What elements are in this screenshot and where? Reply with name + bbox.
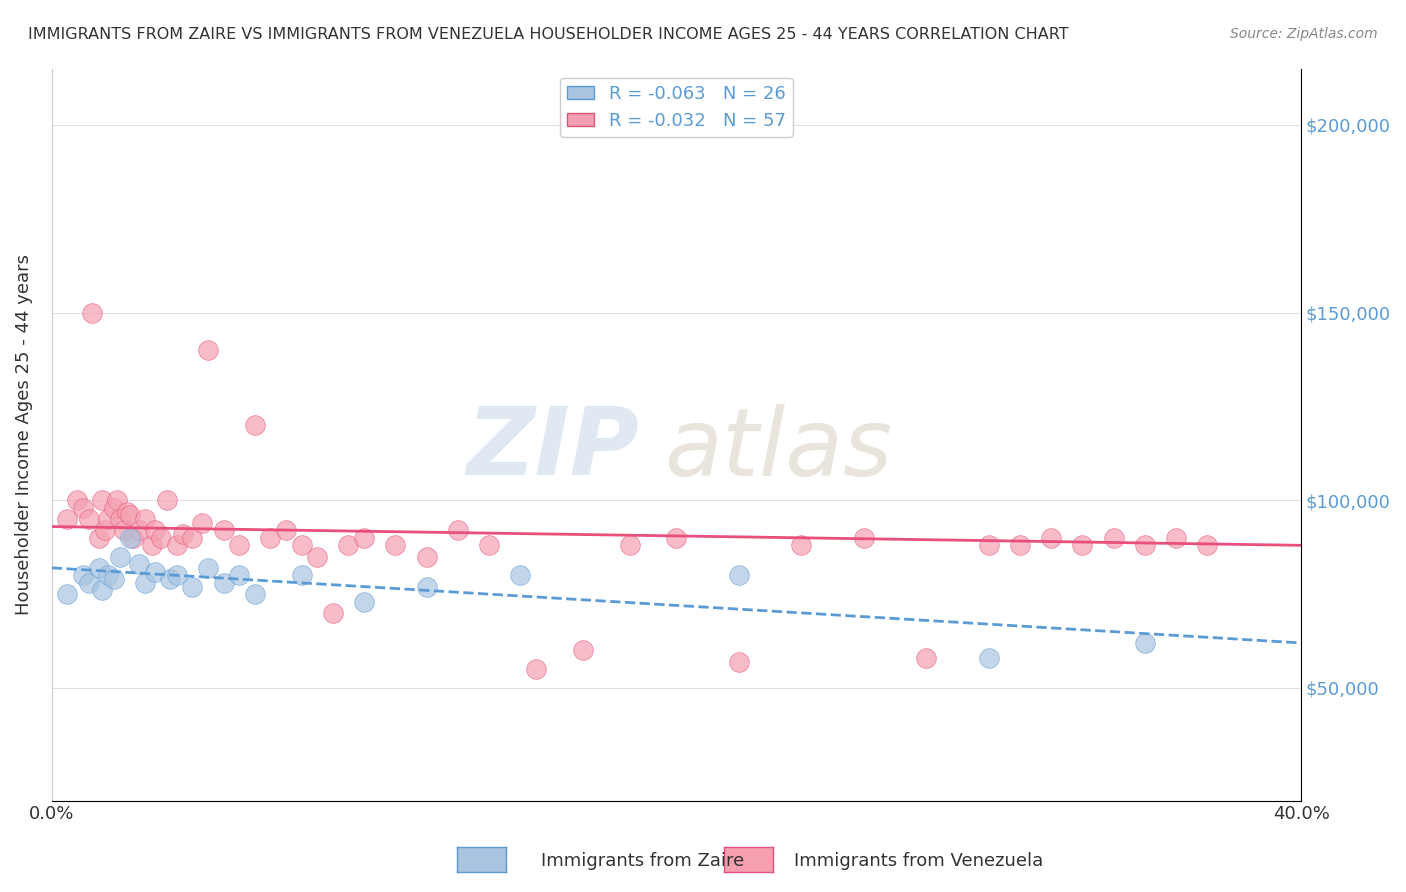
Text: Immigrants from Venezuela: Immigrants from Venezuela <box>794 852 1043 870</box>
Point <box>143 524 166 538</box>
Point <box>115 504 138 518</box>
Point <box>87 531 110 545</box>
Point <box>478 538 501 552</box>
Point <box>166 538 188 552</box>
Point <box>790 538 813 552</box>
Point <box>915 651 938 665</box>
Point <box>415 549 437 564</box>
Point <box>56 587 79 601</box>
Point <box>212 524 235 538</box>
Point <box>118 531 141 545</box>
Point <box>128 524 150 538</box>
Point <box>509 568 531 582</box>
Point <box>384 538 406 552</box>
Point <box>82 305 104 319</box>
Point <box>110 549 132 564</box>
Point <box>181 531 204 545</box>
Point <box>172 527 194 541</box>
Point <box>415 580 437 594</box>
Point <box>112 524 135 538</box>
Point <box>259 531 281 545</box>
Point <box>1197 538 1219 552</box>
Point <box>66 493 89 508</box>
Point <box>97 512 120 526</box>
Point <box>190 516 212 530</box>
Point <box>228 538 250 552</box>
Point <box>159 572 181 586</box>
Legend: R = -0.063   N = 26, R = -0.032   N = 57: R = -0.063 N = 26, R = -0.032 N = 57 <box>560 78 793 137</box>
Point <box>1102 531 1125 545</box>
Point <box>1133 538 1156 552</box>
Point <box>150 531 173 545</box>
Point <box>571 643 593 657</box>
Point <box>977 538 1000 552</box>
Point <box>134 512 156 526</box>
Point <box>103 500 125 515</box>
Point <box>72 568 94 582</box>
Point <box>353 531 375 545</box>
Point <box>134 575 156 590</box>
Point <box>110 512 132 526</box>
Point <box>243 587 266 601</box>
Point <box>166 568 188 582</box>
Text: Source: ZipAtlas.com: Source: ZipAtlas.com <box>1230 27 1378 41</box>
Text: atlas: atlas <box>664 404 893 495</box>
Point <box>291 538 314 552</box>
Point <box>1040 531 1063 545</box>
Point <box>291 568 314 582</box>
Point <box>1008 538 1031 552</box>
Point <box>128 557 150 571</box>
Point <box>1164 531 1187 545</box>
Point <box>274 524 297 538</box>
Point <box>307 549 329 564</box>
Point <box>103 572 125 586</box>
Point <box>77 575 100 590</box>
Text: IMMIGRANTS FROM ZAIRE VS IMMIGRANTS FROM VENEZUELA HOUSEHOLDER INCOME AGES 25 - : IMMIGRANTS FROM ZAIRE VS IMMIGRANTS FROM… <box>28 27 1069 42</box>
Point <box>977 651 1000 665</box>
Point <box>1133 636 1156 650</box>
Point <box>87 561 110 575</box>
Point <box>447 524 470 538</box>
Point <box>727 655 749 669</box>
Point <box>143 565 166 579</box>
Point <box>243 418 266 433</box>
Point <box>122 531 145 545</box>
Point <box>105 493 128 508</box>
Text: Immigrants from Zaire: Immigrants from Zaire <box>541 852 745 870</box>
Point <box>197 343 219 357</box>
Point <box>337 538 360 552</box>
Point <box>77 512 100 526</box>
Point <box>97 568 120 582</box>
Point <box>665 531 688 545</box>
Point <box>619 538 641 552</box>
Y-axis label: Householder Income Ages 25 - 44 years: Householder Income Ages 25 - 44 years <box>15 254 32 615</box>
Point <box>1071 538 1094 552</box>
Point <box>852 531 875 545</box>
Point <box>72 500 94 515</box>
Point <box>141 538 163 552</box>
Point <box>56 512 79 526</box>
Point <box>197 561 219 575</box>
Point <box>353 594 375 608</box>
Point <box>90 493 112 508</box>
Point <box>181 580 204 594</box>
Point <box>228 568 250 582</box>
Point <box>94 524 117 538</box>
Point <box>156 493 179 508</box>
Point <box>727 568 749 582</box>
Text: ZIP: ZIP <box>465 403 638 495</box>
Point <box>524 662 547 676</box>
Point <box>90 583 112 598</box>
Point <box>212 575 235 590</box>
Point <box>322 606 344 620</box>
Point <box>118 508 141 523</box>
